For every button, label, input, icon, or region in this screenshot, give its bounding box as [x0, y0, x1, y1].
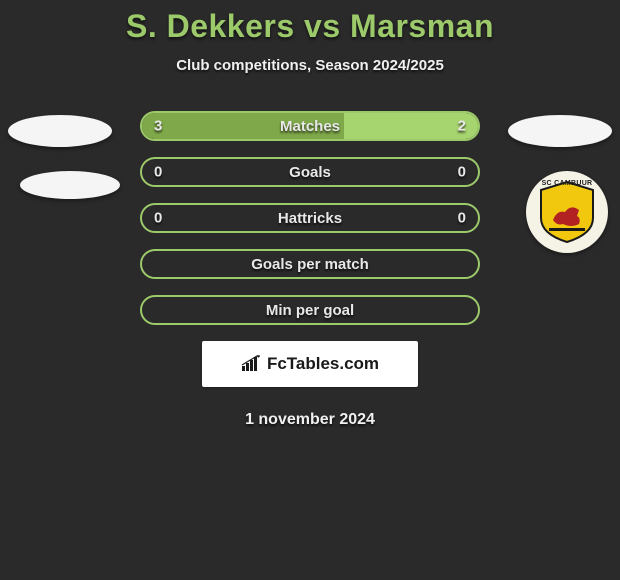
stat-label: Matches — [280, 118, 340, 135]
player-left-avatar-placeholder — [8, 115, 112, 147]
stat-label: Hattricks — [278, 210, 342, 227]
stats-area: SC CAMBUUR 3 Matches 2 0 Goals 0 0 Hattricks 0 Go… — [0, 111, 620, 429]
page-title: S. Dekkers vs Marsman — [126, 8, 494, 44]
brand-text: FcTables.com — [267, 354, 379, 374]
stat-value-right: 0 — [458, 210, 466, 227]
player-right-club-crest: SC CAMBUUR — [526, 171, 608, 253]
shield-icon — [537, 180, 597, 244]
stat-value-left: 0 — [154, 164, 162, 181]
brand-watermark: FcTables.com — [202, 341, 418, 387]
date-text: 1 november 2024 — [245, 411, 375, 428]
bar-chart-icon — [241, 355, 263, 373]
stat-row-goals: 0 Goals 0 — [140, 157, 480, 187]
stat-label: Goals per match — [251, 256, 369, 273]
stat-value-right: 0 — [458, 164, 466, 181]
stat-row-matches: 3 Matches 2 — [140, 111, 480, 141]
stat-row-hattricks: 0 Hattricks 0 — [140, 203, 480, 233]
player-right-avatar-placeholder — [508, 115, 612, 147]
stat-value-right: 2 — [458, 118, 466, 135]
stat-value-left: 3 — [154, 118, 162, 135]
player-left-club-placeholder — [20, 171, 120, 199]
stat-value-left: 0 — [154, 210, 162, 227]
date-row: 1 november 2024 — [0, 411, 620, 429]
stat-row-goals-per-match: Goals per match — [140, 249, 480, 279]
stat-row-min-per-goal: Min per goal — [140, 295, 480, 325]
subtitle-row: Club competitions, Season 2024/2025 — [0, 57, 620, 75]
crest-text: SC CAMBUUR — [537, 180, 597, 187]
stat-label: Min per goal — [266, 302, 354, 319]
subtitle: Club competitions, Season 2024/2025 — [176, 57, 444, 74]
title-row: S. Dekkers vs Marsman — [0, 0, 620, 45]
stat-label: Goals — [289, 164, 331, 181]
